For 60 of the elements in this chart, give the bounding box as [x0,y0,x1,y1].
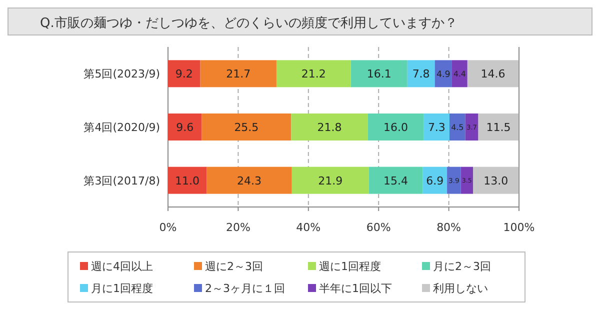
data-label: 15.4 [384,174,408,188]
bar [447,166,461,194]
x-tick-label: 0% [159,221,177,234]
bar [202,114,292,140]
bar [465,114,478,140]
data-label: 14.6 [480,68,506,81]
data-label: 13.0 [484,174,508,188]
data-label: 4.9 [436,70,450,80]
x-tick-label: 80% [436,221,462,234]
data-label: 21.2 [301,68,326,81]
bar [292,166,369,194]
bar [460,166,474,194]
data-label: 7.3 [428,120,446,134]
bar [450,114,466,140]
data-label: 16.0 [384,120,408,134]
x-tick-label: 100% [503,221,535,234]
chart-title: Q.市販の麺つゆ・だしつゆを、どのくらいの頻度で利用していますか？ [40,15,458,31]
bar [407,60,435,88]
bar [200,60,276,88]
x-tick-label: 60% [366,221,391,234]
legend-label: 週に1回程度 [319,260,381,273]
bar [168,60,200,88]
x-tick-label: 20% [226,221,250,234]
legend-label: 週に4回以上 [91,260,153,273]
data-label: 21.7 [226,68,251,81]
y-tick-label: 第4回(2020/9) [84,121,160,134]
bar [168,114,202,140]
data-label: 25.5 [234,120,259,134]
bar [368,166,423,194]
data-label: 9.2 [175,68,193,81]
data-label: 9.6 [176,120,194,134]
data-label: 11.0 [175,174,200,188]
legend-label: 2～3ヶ月に１回 [205,282,285,295]
y-tick-label: 第5回(2023/9) [84,68,160,81]
x-tick-label: 40% [296,221,321,234]
legend-label: 月に1回程度 [91,282,153,295]
bar [478,114,519,140]
data-label: 21.8 [317,120,342,134]
bar [350,60,408,88]
y-tick-label: 第3回(2017/8) [84,174,160,188]
legend-label: 半年に1回以下 [319,282,392,295]
data-label: 11.5 [486,120,511,134]
data-label: 21.9 [318,174,343,188]
data-label: 24.3 [237,174,262,188]
legend-label: 週に2～3回 [205,260,263,273]
bar [206,166,292,194]
bar [434,60,452,88]
data-label: 6.9 [426,174,444,188]
legend-label: 利用しない [433,282,488,295]
bar [424,114,450,140]
bar [168,166,207,194]
bar [276,60,351,88]
bar [452,60,468,88]
bar [291,114,368,140]
data-label: 7.8 [412,68,430,81]
bar [368,114,424,140]
bar [467,60,519,88]
bar [473,166,519,194]
data-label: 16.1 [366,68,392,81]
legend-label: 月に2～3回 [433,260,491,273]
